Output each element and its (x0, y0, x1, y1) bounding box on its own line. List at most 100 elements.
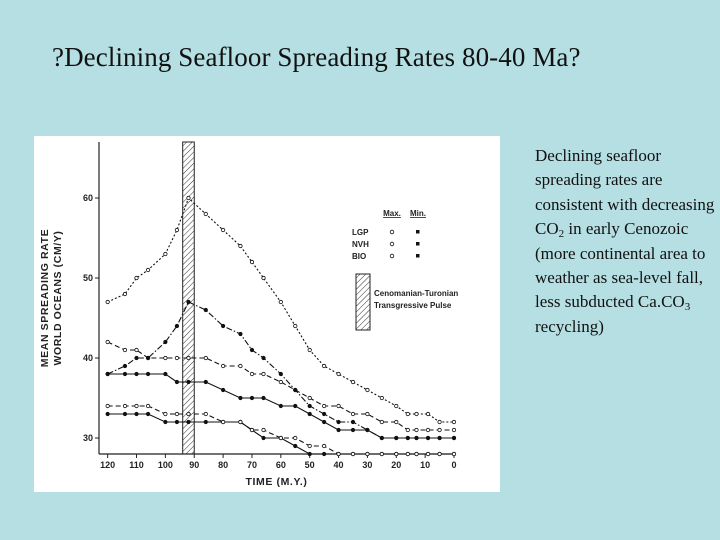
co2-subscript: 2 (558, 228, 565, 241)
data-point-bio-max-40 (336, 371, 341, 377)
data-point-nvh-min-55 (293, 435, 298, 441)
data-point-bio-max-114 (122, 291, 128, 297)
data-point-bio-min-0 (451, 435, 457, 441)
data-point-lgp-min-92 (186, 419, 191, 425)
x-tick-label-110: 110 (129, 460, 144, 470)
data-point-bio-max-120 (105, 299, 110, 305)
data-point-nvh-min-92 (186, 411, 191, 417)
x-tick-label-70: 70 (247, 460, 257, 470)
data-point-nvh-max-20 (394, 419, 399, 425)
y-tick-label-50: 50 (83, 273, 93, 283)
data-point-nvh-min-70 (249, 427, 255, 433)
data-point-nvh-max-74 (238, 363, 243, 369)
slide-title: ?Declining Seafloor Spreading Rates 80-4… (52, 42, 581, 72)
x-tick-label-80: 80 (218, 460, 228, 470)
data-point-nvh-max-100 (163, 355, 168, 361)
data-point-bio-min-74 (238, 331, 243, 337)
data-point-nvh-max-66 (261, 371, 266, 377)
data-point-nvh-min-110 (134, 403, 139, 409)
data-point-bio-min-50 (307, 403, 312, 409)
data-point-bio-max-96 (174, 227, 180, 233)
data-point-nvh-min-0 (451, 451, 457, 457)
data-point-bio-min-35 (350, 419, 356, 425)
data-point-nvh-min-74 (238, 419, 243, 425)
data-point-nvh-max-86 (203, 355, 208, 361)
series-line-nvh-max (107, 341, 454, 431)
legend-band-label-1: Cenomanian-Turonian (374, 289, 458, 298)
data-point-lgp-max-66 (261, 395, 266, 401)
y-axis-title-line-1: MEAN SPREADING RATE (39, 229, 51, 367)
legend-marker-max-lgp (389, 229, 395, 235)
data-point-lgp-min-50 (307, 451, 312, 457)
data-point-lgp-min-45 (322, 451, 327, 457)
data-point-lgp-max-35 (350, 427, 356, 433)
data-point-bio-max-74 (238, 243, 243, 249)
series-line-lgp-min (107, 413, 454, 455)
data-point-nvh-min-30 (365, 451, 370, 457)
data-point-nvh-min-114 (122, 403, 128, 409)
data-point-lgp-max-80 (221, 387, 226, 393)
legend-row-lgp: LGP (352, 228, 369, 237)
data-point-bio-max-80 (221, 227, 226, 233)
description-text-2: in early Cenozoic (more continental area… (535, 219, 706, 312)
data-point-lgp-max-60 (278, 403, 283, 409)
data-point-bio-max-25 (379, 395, 384, 401)
data-point-lgp-max-110 (134, 371, 139, 377)
data-point-bio-max-92 (186, 195, 191, 201)
x-tick-label-0: 0 (451, 460, 456, 470)
caco3-subscript: 3 (684, 301, 691, 314)
legend-row-bio: BIO (352, 252, 366, 261)
data-point-bio-min-92 (186, 299, 191, 305)
legend-column-1: Max. (383, 209, 401, 218)
data-point-bio-min-80 (221, 323, 226, 329)
description-text-3: recycling) (535, 316, 604, 336)
legend-marker-min-nvh (416, 242, 420, 246)
data-point-nvh-max-92 (186, 355, 191, 361)
data-point-bio-min-86 (203, 307, 208, 313)
data-point-nvh-min-120 (105, 403, 110, 409)
data-point-lgp-max-55 (293, 403, 298, 409)
data-point-bio-max-66 (261, 275, 266, 281)
description-text-1: Declining seafloor spreading rates are c… (535, 146, 715, 239)
x-tick-label-90: 90 (189, 460, 199, 470)
data-point-lgp-max-45 (322, 419, 327, 425)
y-tick-label-60: 60 (83, 193, 93, 203)
data-point-bio-max-13 (414, 411, 419, 417)
x-tick-label-120: 120 (100, 460, 115, 470)
data-point-lgp-max-106 (145, 371, 151, 377)
data-point-lgp-min-55 (293, 443, 298, 449)
data-point-nvh-min-5 (437, 451, 442, 457)
data-point-bio-max-86 (203, 211, 208, 217)
data-point-lgp-max-92 (186, 379, 191, 385)
data-point-lgp-max-100 (163, 371, 168, 377)
data-point-bio-max-0 (451, 419, 457, 425)
data-point-nvh-max-5 (437, 427, 442, 433)
series-line-bio-max (107, 197, 454, 423)
data-point-bio-max-106 (145, 267, 151, 273)
data-point-nvh-max-30 (365, 411, 370, 417)
data-point-nvh-min-100 (163, 411, 168, 417)
data-point-bio-max-50 (307, 347, 312, 353)
data-point-nvh-min-9 (425, 451, 431, 457)
data-point-lgp-max-74 (238, 395, 243, 401)
data-point-lgp-max-70 (249, 395, 255, 401)
chart-panel: 30 40 50 60 120 110 100 90 80 70 60 50 40 30 20 10 0 TIME… (34, 136, 500, 492)
data-point-bio-min-45 (322, 411, 327, 417)
data-point-nvh-max-35 (350, 411, 356, 417)
legend-band-label-2: Transgressive Pulse (374, 301, 452, 310)
y-tick-label-30: 30 (83, 433, 93, 443)
data-point-lgp-max-40 (336, 427, 341, 433)
data-point-bio-min-120 (105, 371, 110, 377)
legend-row-nvh: NVH (352, 240, 369, 249)
legend-marker-max-bio (389, 253, 395, 259)
data-point-nvh-min-20 (394, 451, 399, 457)
data-point-nvh-min-66 (261, 427, 266, 433)
data-point-nvh-max-110 (134, 347, 139, 353)
data-point-nvh-max-40 (336, 403, 341, 409)
data-point-bio-min-9 (425, 435, 431, 441)
data-point-nvh-max-16 (405, 427, 410, 433)
data-point-lgp-min-120 (105, 411, 110, 417)
data-point-bio-max-70 (249, 259, 255, 265)
data-point-nvh-max-120 (105, 339, 110, 345)
data-point-nvh-min-25 (379, 451, 384, 457)
